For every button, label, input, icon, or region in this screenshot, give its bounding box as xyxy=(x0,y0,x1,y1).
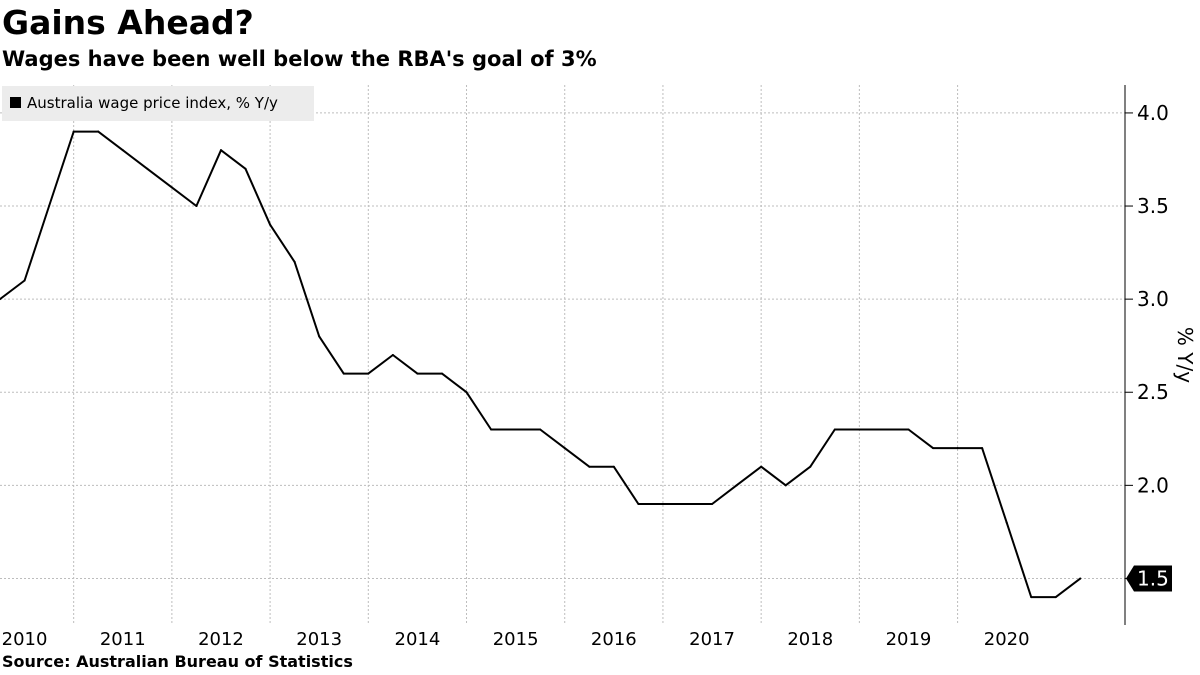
data-point xyxy=(539,428,542,431)
y-tick-label: 3.5 xyxy=(1137,194,1169,218)
data-point xyxy=(809,465,812,468)
y-tick-label: 4.0 xyxy=(1137,101,1169,125)
data-point xyxy=(219,149,222,152)
series-line xyxy=(0,130,1082,599)
x-tick-label: 2011 xyxy=(100,629,146,650)
y-axis-label: % Y/y xyxy=(1173,327,1197,383)
data-point xyxy=(244,167,247,170)
data-point xyxy=(735,484,738,487)
data-point xyxy=(72,130,75,133)
data-point xyxy=(97,130,100,133)
data-point xyxy=(686,502,689,505)
data-point xyxy=(465,391,468,394)
y-tick-label: 2.0 xyxy=(1137,473,1169,497)
legend-background xyxy=(2,86,314,121)
y-axis: 2.0 2.5 3.0 3.5 4.0 xyxy=(1125,101,1169,579)
x-tick-label: 2013 xyxy=(296,629,342,650)
data-point xyxy=(858,428,861,431)
x-tick-label: 2010 xyxy=(2,629,48,650)
data-point xyxy=(907,428,910,431)
x-tick-label: 2012 xyxy=(198,629,244,650)
data-point xyxy=(269,223,272,226)
data-point xyxy=(637,502,640,505)
data-point xyxy=(121,149,124,152)
gridlines xyxy=(0,85,1125,625)
data-point xyxy=(416,372,419,375)
data-point xyxy=(882,428,885,431)
data-point xyxy=(195,205,198,208)
data-point xyxy=(932,447,935,450)
data-point xyxy=(1079,577,1082,580)
data-point xyxy=(342,372,345,375)
data-point xyxy=(563,447,566,450)
chart-title: Gains Ahead? xyxy=(2,3,254,42)
y-tick-label: 2.5 xyxy=(1137,380,1169,404)
x-tick-label: 2018 xyxy=(787,629,833,650)
x-tick-label: 2015 xyxy=(493,629,539,650)
last-value-tag xyxy=(1126,565,1172,592)
data-point xyxy=(514,428,517,431)
data-point xyxy=(760,465,763,468)
legend-label: Australia wage price index, % Y/y xyxy=(27,94,278,112)
data-point xyxy=(318,335,321,338)
last-value-marker: 1.5 xyxy=(1126,565,1172,592)
last-value-label: 1.5 xyxy=(1137,566,1169,590)
x-tick-label: 2017 xyxy=(689,629,735,650)
data-point xyxy=(391,354,394,356)
x-tick-label: 2019 xyxy=(886,629,932,650)
x-tick-label: 2016 xyxy=(591,629,637,650)
legend-swatch xyxy=(10,97,21,108)
data-point xyxy=(170,186,173,189)
legend: Australia wage price index, % Y/y xyxy=(2,86,314,121)
source-note: Source: Australian Bureau of Statistics xyxy=(2,652,353,671)
data-point xyxy=(23,279,26,282)
data-point xyxy=(1054,596,1057,599)
data-point xyxy=(588,465,591,468)
x-tick-label: 2020 xyxy=(984,629,1030,650)
data-points xyxy=(0,130,1082,599)
data-point xyxy=(711,502,714,505)
data-point xyxy=(784,484,787,487)
data-point xyxy=(1005,521,1008,524)
chart-subtitle: Wages have been well below the RBA's goa… xyxy=(2,47,597,71)
y-tick-label: 3.0 xyxy=(1137,287,1169,311)
data-point xyxy=(1030,596,1033,599)
data-point xyxy=(367,372,370,375)
data-point xyxy=(293,260,296,263)
x-axis: 2010 2011 2012 2013 2014 2015 2016 2017 2018 2019… xyxy=(2,629,1030,650)
data-point xyxy=(48,205,51,208)
data-point xyxy=(661,502,664,505)
data-point xyxy=(490,428,493,431)
data-point xyxy=(0,298,1,301)
data-point xyxy=(981,447,984,450)
data-point xyxy=(833,428,836,431)
data-point xyxy=(440,372,443,375)
data-point xyxy=(956,447,959,450)
data-point xyxy=(146,167,149,170)
data-point xyxy=(612,465,615,468)
x-tick-label: 2014 xyxy=(395,629,441,650)
